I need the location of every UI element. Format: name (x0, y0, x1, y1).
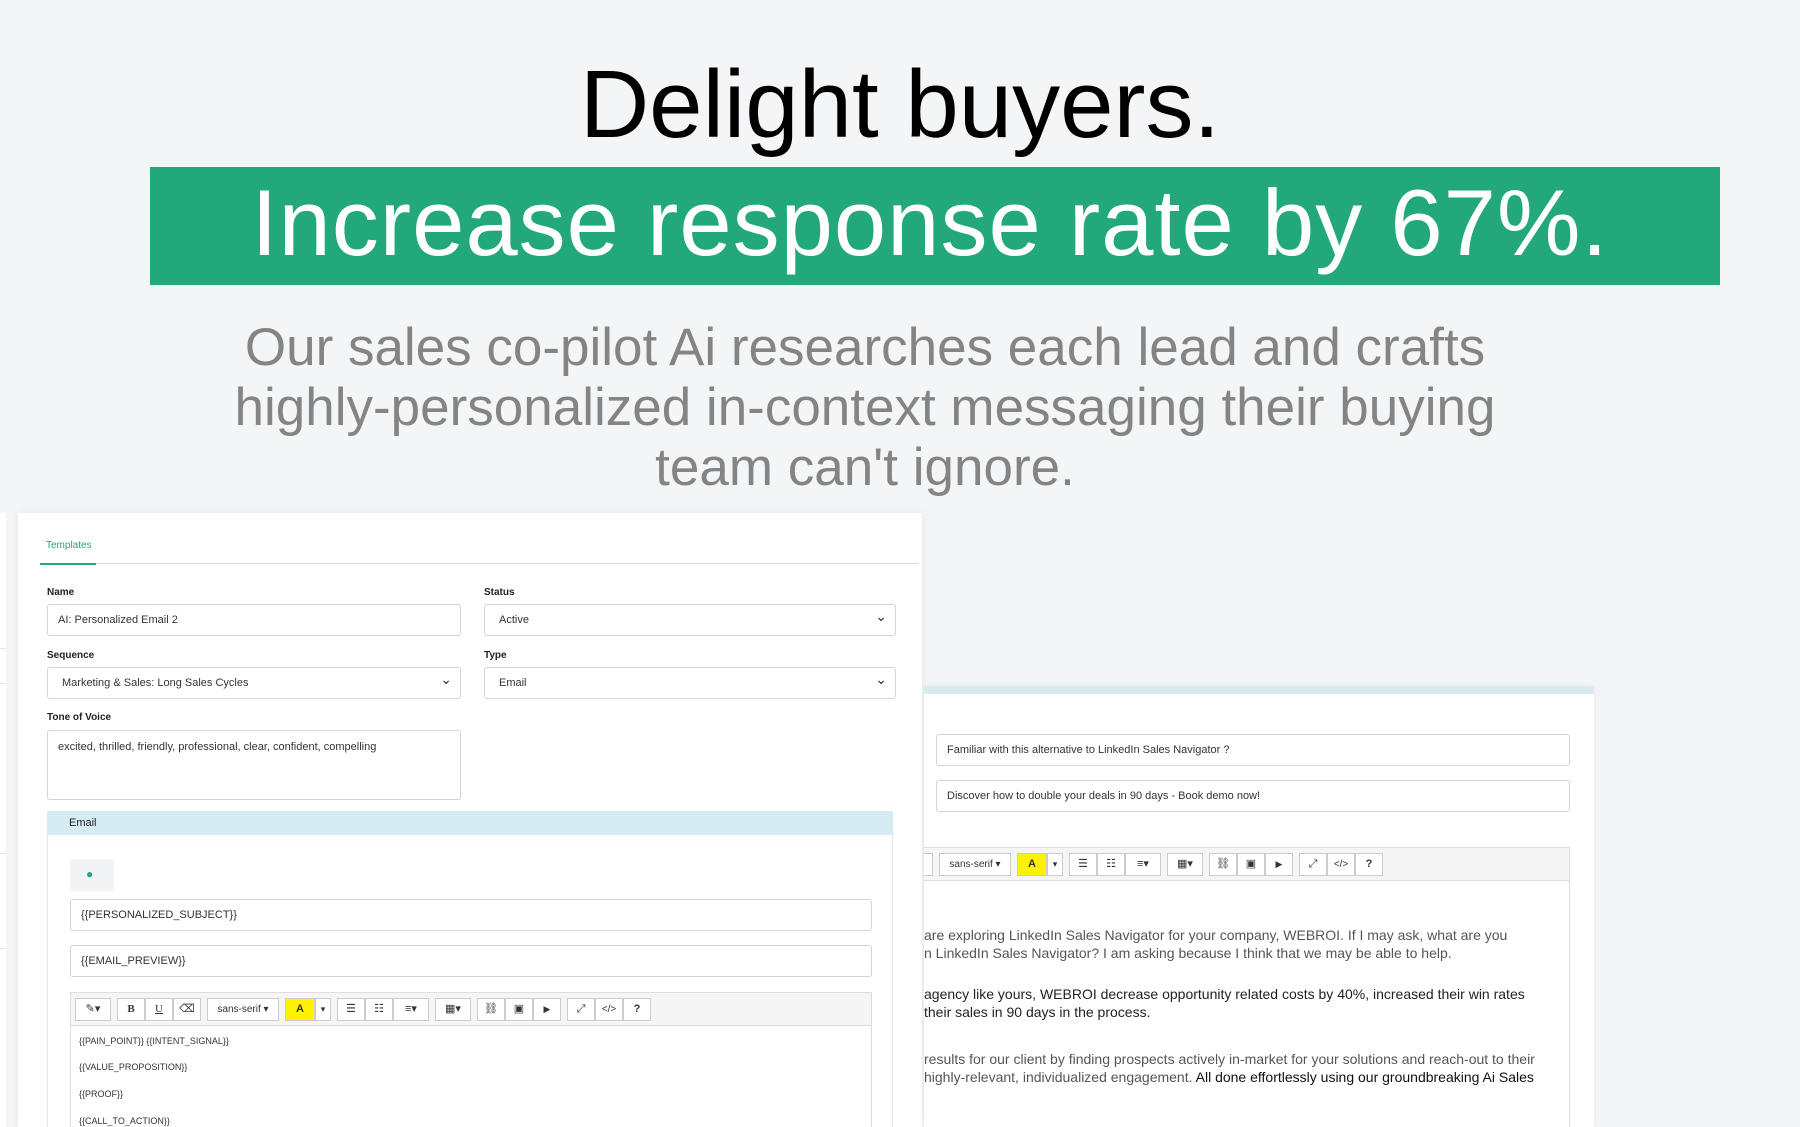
insert-tag-button[interactable]: ● (70, 859, 114, 891)
fullscreen-icon[interactable]: ⤢ (567, 998, 595, 1021)
preview-text-color-caret[interactable]: ▾ (1047, 853, 1063, 876)
email-panel-header: Email (47, 811, 893, 835)
preview-card-topbar (924, 686, 1594, 694)
subtext: Our sales co-pilot Ai researches each le… (234, 318, 1496, 497)
preview-subject-input[interactable]: Familiar with this alternative to Linked… (936, 734, 1570, 766)
status-label: Status (484, 587, 515, 598)
code-view-icon[interactable]: </> (595, 998, 623, 1021)
banner-text: Increase response rate by 67%. (251, 170, 1609, 275)
underline-button[interactable]: U (145, 998, 173, 1021)
email-panel (47, 835, 893, 1127)
preview-body-line: n LinkedIn Sales Navigator? I am asking … (924, 945, 1452, 961)
name-input[interactable]: AI: Personalized Email 2 (47, 604, 461, 636)
banner: Increase response rate by 67%. (150, 167, 1720, 285)
preview-body-line: highly-relevant, individualized engageme… (924, 1068, 1534, 1086)
magic-wand-button[interactable]: ✎▾ (75, 998, 111, 1021)
bold-button[interactable]: B (117, 998, 145, 1021)
preview-body-segment: highly-relevant, individualized engageme… (924, 1069, 1196, 1085)
font-family-select[interactable]: sans-serif ▾ (207, 998, 279, 1021)
preview-font-select[interactable]: sans-serif ▾ (939, 853, 1011, 876)
headline: Delight buyers. (579, 51, 1221, 158)
preview-numbered-list-icon[interactable]: ☷ (1097, 853, 1125, 876)
tag-icon: ● (86, 867, 94, 881)
name-label: Name (47, 587, 75, 598)
video-icon[interactable]: ▶ (533, 998, 561, 1021)
preview-fullscreen-icon[interactable]: ⤢ (1299, 853, 1327, 876)
preview-video-icon[interactable]: ▶ (1265, 853, 1293, 876)
preview-body-line: are exploring LinkedIn Sales Navigator f… (924, 927, 1508, 943)
preview-input[interactable]: {{EMAIL_PREVIEW}} (70, 945, 872, 977)
preview-table-icon[interactable]: ▦▾ (1167, 853, 1203, 876)
preview-editor[interactable] (924, 881, 1570, 1127)
preview-bullet-list-icon[interactable]: ☰ (1069, 853, 1097, 876)
preview-editor-toolbar: sans-serif ▾ A ▾ ☰ ☷ ≡▾ ▦▾ ⛓ ▣ ▶ ⤢ </> ? (924, 847, 1570, 881)
numbered-list-icon[interactable]: ☷ (365, 998, 393, 1021)
template-form-card: Templates Name AI: Personalized Email 2 … (18, 513, 922, 1127)
email-editor[interactable]: {{PAIN_POINT}} {{INTENT_SIGNAL}} {{VALUE… (70, 1026, 872, 1127)
preview-body-line: their sales in 90 days in the process. (924, 1004, 1151, 1020)
status-select[interactable]: Active (484, 601, 896, 636)
editor-line: {{PROOF}} (79, 1089, 124, 1099)
eraser-icon[interactable]: ⌫ (173, 998, 201, 1021)
text-color-caret[interactable]: ▾ (315, 998, 331, 1021)
sequence-select[interactable]: Marketing & Sales: Long Sales Cycles (47, 664, 461, 699)
type-value: Email (499, 677, 527, 689)
tone-textarea[interactable]: excited, thrilled, friendly, professiona… (47, 730, 461, 800)
tab-templates[interactable]: Templates (46, 540, 92, 551)
preview-image-icon[interactable]: ▣ (1237, 853, 1265, 876)
preview-preheader-input[interactable]: Discover how to double your deals in 90 … (936, 780, 1570, 812)
type-label: Type (484, 650, 507, 661)
image-icon[interactable]: ▣ (505, 998, 533, 1021)
preview-code-view-icon[interactable]: </> (1327, 853, 1355, 876)
left-edge-strip (0, 513, 6, 1127)
editor-line: {{PAIN_POINT}} {{INTENT_SIGNAL}} (79, 1036, 229, 1046)
align-icon[interactable]: ≡▾ (393, 998, 429, 1021)
status-value: Active (499, 614, 529, 626)
table-icon[interactable]: ▦▾ (435, 998, 471, 1021)
text-color-button[interactable]: A (285, 998, 315, 1021)
preview-body-line: agency like yours, WEBROI decrease oppor… (924, 986, 1525, 1002)
preview-align-icon[interactable]: ≡▾ (1125, 853, 1161, 876)
toolbar-edge-button[interactable] (924, 853, 933, 876)
link-icon[interactable]: ⛓ (477, 998, 505, 1021)
editor-line: {{VALUE_PROPOSITION}} (79, 1062, 188, 1072)
editor-toolbar: ✎▾ B U ⌫ sans-serif ▾ A ▾ ☰ ☷ ≡▾ ▦▾ ⛓ ▣ … (70, 992, 872, 1026)
preview-link-icon[interactable]: ⛓ (1209, 853, 1237, 876)
tab-active-indicator (40, 563, 96, 565)
type-select[interactable]: Email (484, 664, 896, 699)
editor-line: {{CALL_TO_ACTION}} (79, 1116, 170, 1126)
email-panel-title: Email (69, 817, 97, 829)
sequence-value: Marketing & Sales: Long Sales Cycles (62, 677, 249, 689)
bullet-list-icon[interactable]: ☰ (337, 998, 365, 1021)
sequence-label: Sequence (47, 650, 95, 661)
subject-input[interactable]: {{PERSONALIZED_SUBJECT}} (70, 899, 872, 931)
tone-label: Tone of Voice (47, 712, 112, 723)
help-icon[interactable]: ? (623, 998, 651, 1021)
preview-body-line: results for our client by finding prospe… (924, 1051, 1535, 1067)
email-preview-card: Familiar with this alternative to Linked… (924, 686, 1594, 1127)
preview-text-color-button[interactable]: A (1017, 853, 1047, 876)
preview-body-emphasis: All done effortlessly using our groundbr… (1195, 1069, 1534, 1085)
tabs-divider (40, 563, 918, 564)
preview-help-icon[interactable]: ? (1355, 853, 1383, 876)
